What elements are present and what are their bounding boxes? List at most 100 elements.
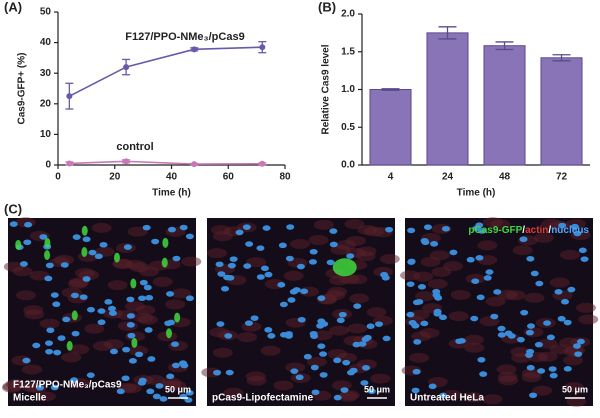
gfp-cell [130,278,137,289]
nucleus [439,392,448,399]
nucleus [135,351,144,358]
nucleus [549,372,558,379]
actin [21,364,42,375]
actin [23,305,44,316]
panel-label: (A) [4,0,22,14]
nucleus [217,271,226,277]
gfp-cell [113,252,120,263]
nucleus [310,364,319,371]
actin [39,318,60,329]
actin [15,290,36,301]
image-label: Untreated HeLa [410,393,484,404]
nucleus [346,369,355,376]
nucleus [166,291,175,297]
nucleus [225,369,234,376]
actin [357,224,378,235]
nucleus [279,301,288,308]
nucleus [278,242,287,249]
nucleus [171,362,180,369]
actin [485,296,506,307]
actin [563,355,584,366]
nucleus [45,348,54,355]
y-tick-label: 10 [40,129,52,140]
nucleus [485,269,494,275]
actin [414,291,435,302]
nucleus [292,287,301,293]
nucleus [563,319,572,326]
gfp-cell [66,340,73,351]
nucleus [493,289,502,295]
x-tick-label: 60 [223,172,235,183]
actin [107,280,128,291]
nucleus [94,253,103,260]
nucleus [529,392,538,399]
actin [427,278,448,289]
nucleus [336,317,345,324]
nucleus [329,228,338,234]
nucleus [277,282,286,288]
nucleus [504,330,513,337]
actin [379,253,400,264]
nucleus [86,372,95,378]
nucleus [166,373,175,380]
x-tick-label: 20 [109,172,121,183]
nucleus [412,299,421,306]
x-tick-label: 0 [55,172,61,183]
nucleus [144,327,153,333]
nucleus [235,229,244,236]
nucleus [152,393,161,400]
nucleus [126,296,135,303]
nucleus [295,374,304,381]
nucleus [558,222,567,229]
nucleus [526,255,535,262]
nucleus [223,274,232,281]
actin [223,387,244,398]
nucleus [381,274,390,281]
nucleus [546,334,555,341]
actin [127,226,148,237]
nucleus [320,321,329,327]
nucleus [213,369,222,376]
nucleus [70,377,79,383]
y-tick-label: 0 [45,160,51,171]
gfp-cell [15,239,22,250]
nucleus [179,224,188,231]
nucleus [567,286,576,293]
gfp-cell [81,225,88,236]
nucleus [412,368,421,375]
legend-part: / [522,225,525,236]
actin [347,274,368,285]
error-bar [381,88,400,91]
nucleus [432,292,441,298]
actin [103,339,124,350]
nucleus [554,289,563,295]
y-tick-label: 40 [40,37,52,48]
nucleus [430,241,439,247]
y-tick-label: 2.0 [341,9,355,20]
nucleus [127,332,136,339]
nucleus [245,241,254,247]
actin [273,380,294,391]
y-tick-label: 1.0 [341,84,355,95]
nucleus [185,233,194,240]
scale-label: 50 μm [165,384,191,394]
actin [497,371,518,382]
x-tick-label: 80 [279,172,291,183]
actin [327,286,348,297]
actin [366,307,387,318]
nucleus [170,341,179,348]
nucleus [300,288,309,295]
nucleus [185,295,194,302]
legend-part: actin [525,225,548,236]
nucleus [346,253,355,259]
actin [532,385,553,396]
nucleus [573,343,582,349]
nucleus [147,356,156,362]
nucleus [433,308,442,315]
actin [373,266,394,277]
nucleus [472,225,481,232]
nucleus [560,298,569,305]
nucleus [497,325,506,332]
actin [575,302,596,313]
x-tick-label: 48 [499,172,511,183]
